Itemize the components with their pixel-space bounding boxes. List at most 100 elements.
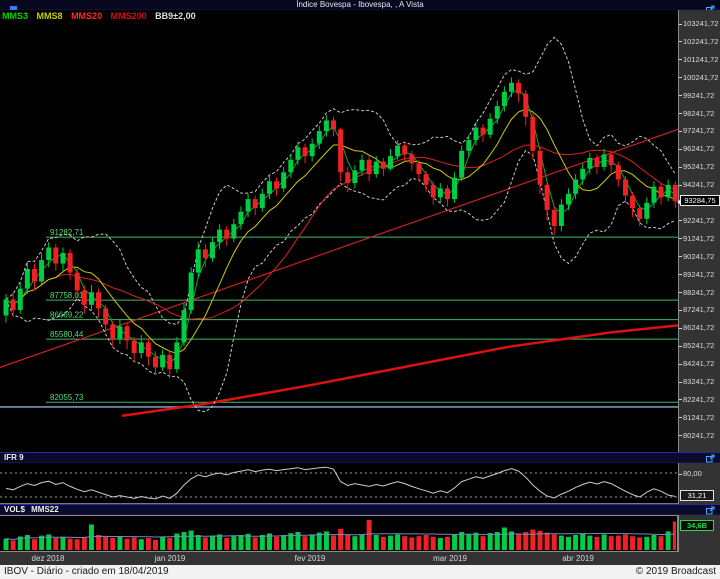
volume-bar[interactable]: [459, 532, 465, 550]
indicator-bb9[interactable]: BB9±2,00: [155, 11, 196, 21]
volume-bar[interactable]: [217, 534, 223, 550]
volume-bar[interactable]: [295, 532, 301, 550]
volume-bar[interactable]: [160, 536, 166, 550]
candle[interactable]: [622, 179, 628, 196]
volume-bar[interactable]: [131, 537, 137, 550]
volume-bar[interactable]: [473, 532, 479, 550]
candle[interactable]: [217, 229, 223, 243]
volume-bar[interactable]: [402, 536, 408, 550]
volume-bar[interactable]: [288, 533, 294, 550]
volume-bar[interactable]: [366, 520, 372, 550]
volume-bar[interactable]: [601, 534, 607, 550]
candle[interactable]: [516, 82, 522, 94]
candle[interactable]: [74, 272, 80, 291]
candle[interactable]: [160, 354, 166, 368]
vol-axis[interactable]: 34,6B: [678, 515, 720, 552]
candle[interactable]: [494, 106, 500, 119]
indicator-mms20[interactable]: MMS20: [71, 11, 103, 21]
candle[interactable]: [67, 252, 73, 273]
price-axis[interactable]: 103241,72 102241,72 101241,72 100241,72 9924…: [677, 10, 720, 452]
candle[interactable]: [188, 272, 194, 311]
volume-bar[interactable]: [523, 532, 529, 550]
volume-bar[interactable]: [637, 537, 643, 550]
volume-bar[interactable]: [466, 533, 472, 550]
ifr-axis[interactable]: 80,00 31,21: [678, 463, 720, 504]
candle[interactable]: [423, 174, 429, 185]
candle[interactable]: [587, 157, 593, 169]
candle[interactable]: [387, 156, 393, 169]
volume-bar[interactable]: [580, 533, 586, 550]
volume-bar[interactable]: [573, 535, 579, 550]
indicator-mms3[interactable]: MMS3: [2, 11, 29, 21]
volume-bar[interactable]: [274, 536, 280, 550]
volume-bar[interactable]: [167, 538, 173, 550]
volume-bar[interactable]: [60, 536, 66, 550]
candle[interactable]: [195, 249, 201, 273]
candle[interactable]: [39, 260, 45, 282]
volume-bar[interactable]: [17, 536, 23, 551]
candle[interactable]: [167, 354, 173, 370]
volume-bar[interactable]: [209, 535, 215, 550]
volume-bar[interactable]: [188, 530, 194, 551]
candle[interactable]: [380, 161, 386, 169]
volume-bar[interactable]: [67, 538, 73, 550]
volume-bar[interactable]: [309, 534, 315, 550]
volume-bar[interactable]: [551, 534, 557, 550]
vol-popout-icon[interactable]: [706, 506, 715, 518]
volume-bar[interactable]: [231, 536, 237, 550]
candle[interactable]: [530, 116, 536, 151]
candle[interactable]: [544, 184, 550, 210]
candle[interactable]: [594, 157, 600, 167]
volume-bar[interactable]: [331, 535, 337, 550]
volume-bar[interactable]: [195, 535, 201, 550]
candle[interactable]: [444, 188, 450, 200]
candle[interactable]: [81, 290, 87, 305]
candle[interactable]: [17, 288, 23, 311]
volume-bar[interactable]: [259, 535, 265, 550]
volume-bar[interactable]: [565, 536, 571, 550]
candle[interactable]: [3, 299, 9, 316]
candle[interactable]: [558, 204, 564, 227]
candle[interactable]: [402, 145, 408, 155]
volume-bar[interactable]: [444, 536, 450, 550]
candle[interactable]: [117, 326, 123, 339]
candle[interactable]: [202, 249, 208, 259]
volume-bar[interactable]: [124, 538, 130, 550]
volume-bar[interactable]: [316, 532, 322, 550]
volume-bar[interactable]: [202, 537, 208, 550]
volume-bar[interactable]: [487, 533, 493, 550]
volume-bar[interactable]: [74, 539, 80, 550]
candle[interactable]: [551, 209, 557, 227]
volume-bar[interactable]: [145, 538, 151, 550]
volume-bar[interactable]: [672, 521, 678, 551]
candle[interactable]: [145, 342, 151, 357]
candle[interactable]: [437, 188, 443, 198]
volume-bar[interactable]: [516, 533, 522, 551]
volume-bar[interactable]: [238, 535, 244, 550]
candle[interactable]: [395, 145, 401, 157]
candle[interactable]: [366, 159, 372, 175]
candle[interactable]: [31, 268, 37, 282]
main-chart-area[interactable]: 91282,71 87758,01 86669,22 85580,44 82055,73…: [0, 10, 678, 452]
candle[interactable]: [153, 356, 159, 368]
indicator-mms8[interactable]: MMS8: [36, 11, 63, 21]
candle[interactable]: [416, 163, 422, 175]
candle[interactable]: [651, 186, 657, 203]
volume-bar[interactable]: [181, 532, 187, 550]
candle[interactable]: [88, 292, 94, 305]
candle[interactable]: [672, 184, 678, 202]
candle[interactable]: [281, 172, 287, 189]
volume-bar[interactable]: [423, 535, 429, 550]
indicator-mms200[interactable]: MMS200: [110, 11, 147, 21]
candlestick-chart[interactable]: 91282,71 87758,01 86669,22 85580,44 82055,73: [0, 10, 678, 452]
candle[interactable]: [288, 159, 294, 173]
volume-bar[interactable]: [387, 535, 393, 550]
vol-chart-area[interactable]: [0, 515, 678, 552]
candle[interactable]: [466, 140, 472, 151]
candle[interactable]: [352, 170, 358, 184]
volume-bar[interactable]: [587, 535, 593, 550]
volume-bar[interactable]: [416, 536, 422, 550]
candle[interactable]: [473, 127, 479, 141]
candle[interactable]: [644, 202, 650, 219]
candle[interactable]: [601, 154, 607, 167]
